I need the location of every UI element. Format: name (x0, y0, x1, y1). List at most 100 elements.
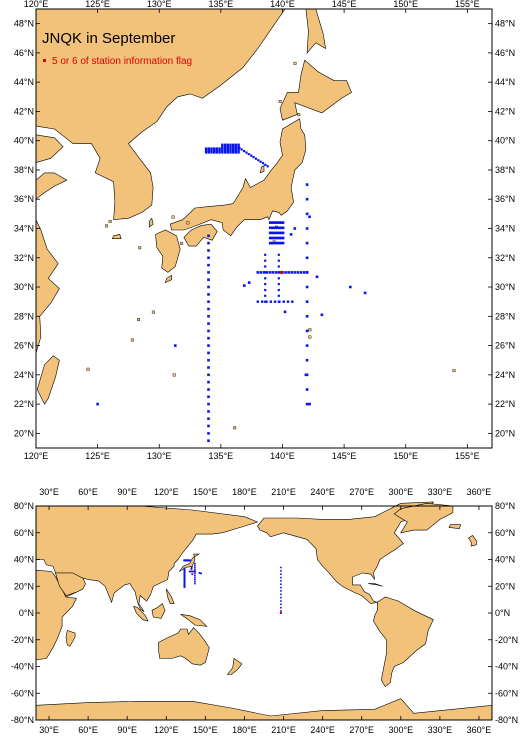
station-marker (213, 149, 216, 152)
x-tick-label-top: 60°E (78, 487, 98, 497)
y-tick-label-left: 26°N (14, 341, 34, 351)
station-marker (183, 579, 186, 582)
station-marker (232, 145, 235, 148)
x-tick-label-top: 135°E (209, 0, 234, 9)
x-tick-label-bottom: 210°E (271, 725, 296, 735)
small-island-landmass (151, 310, 155, 314)
station-marker (262, 271, 266, 274)
y-tick-label-left: -60°N (11, 688, 34, 698)
x-tick-label-top: 125°E (85, 0, 110, 9)
global-landmass (35, 501, 493, 721)
station-marker (289, 233, 293, 236)
x-tick-label-bottom: 140°E (270, 451, 295, 461)
x-tick-label-bottom: 135°E (209, 451, 234, 461)
station-marker (315, 275, 319, 279)
y-tick-label-left: 40°N (14, 136, 34, 146)
station-marker (194, 582, 196, 585)
x-tick-label-bottom: 125°E (85, 451, 110, 461)
small-island-landmass (452, 369, 456, 373)
station-marker (271, 271, 275, 274)
station-marker (274, 226, 277, 230)
station-marker (207, 344, 210, 347)
station-marker (243, 150, 246, 153)
station-marker (194, 580, 196, 583)
station-marker (254, 157, 257, 160)
station-marker (277, 259, 280, 262)
legend-label: 5 or 6 of station information flag (52, 56, 192, 67)
y-tick-label-right: 24°N (495, 370, 515, 380)
flagged-station-marker (279, 270, 283, 274)
station-marker (229, 145, 232, 148)
flagged-station-marker (191, 570, 194, 573)
africa-landmass (35, 569, 77, 661)
x-tick-label-top: 180°E (232, 487, 257, 497)
station-marker (223, 151, 227, 154)
japan-landmass (179, 553, 200, 572)
station-marker (264, 300, 267, 303)
station-marker (215, 151, 219, 154)
station-marker (305, 241, 309, 245)
station-marker (277, 288, 280, 292)
station-marker (305, 388, 309, 391)
iceland-landmass (448, 524, 462, 530)
station-marker (207, 373, 210, 377)
x-tick-label-top: 330°E (428, 487, 453, 497)
small-island-landmass (293, 61, 297, 65)
station-marker (207, 151, 210, 154)
station-marker (223, 147, 227, 150)
station-marker (276, 226, 279, 230)
philippines-landmass (166, 588, 175, 604)
station-marker (218, 151, 221, 154)
borneo-landmass (151, 603, 166, 619)
station-marker (207, 147, 210, 150)
x-tick-label-top: 140°E (270, 0, 295, 9)
station-marker (207, 329, 210, 333)
station-marker (270, 226, 274, 230)
station-marker (264, 294, 267, 297)
station-marker (234, 145, 238, 148)
station-marker (234, 149, 238, 152)
honshu-landmass (169, 118, 307, 237)
station-marker (293, 227, 297, 230)
y-tick-label-left: 48°N (14, 19, 34, 29)
station-marker (268, 236, 272, 240)
station-marker (256, 271, 260, 274)
station-marker (183, 577, 186, 580)
station-marker (207, 366, 210, 369)
station-marker (207, 336, 210, 340)
x-tick-label-bottom: 240°E (310, 725, 335, 735)
station-marker (274, 236, 277, 240)
y-tick-label-left: 40°N (14, 555, 34, 565)
station-marker (272, 231, 276, 235)
station-marker (226, 151, 229, 154)
station-marker (287, 271, 290, 274)
station-marker (276, 241, 279, 245)
station-marker (268, 226, 272, 230)
station-marker (207, 307, 210, 311)
new-zealand-landmass (226, 657, 243, 675)
sado-landmass (259, 165, 265, 174)
small-island-landmass (138, 246, 142, 250)
regional-map-japan: 120°E 120°E 125°E 125°E 130°E 130°E 135°E 135°E… (14, 0, 515, 461)
small-island-landmass (297, 113, 301, 117)
station-marker (284, 271, 287, 274)
y-tick-label-right: 26°N (495, 341, 515, 351)
small-island-landmass (233, 426, 237, 430)
x-tick-label-bottom: 130°E (147, 451, 172, 461)
station-marker (232, 149, 235, 152)
x-tick-label-bottom: 150°E (193, 725, 218, 735)
station-marker (183, 580, 186, 583)
station-marker (207, 249, 210, 252)
regional-station-markers (96, 143, 367, 442)
station-marker (207, 234, 210, 238)
y-tick-label-right: 0°N (495, 608, 510, 618)
station-marker (237, 149, 240, 152)
small-island-landmass (308, 328, 312, 332)
station-marker (281, 221, 285, 224)
station-marker (207, 271, 210, 274)
station-marker (183, 567, 186, 570)
station-marker (270, 231, 274, 235)
station-marker (213, 151, 216, 154)
y-tick-label-left: 60°N (14, 528, 34, 538)
station-marker (183, 569, 186, 572)
